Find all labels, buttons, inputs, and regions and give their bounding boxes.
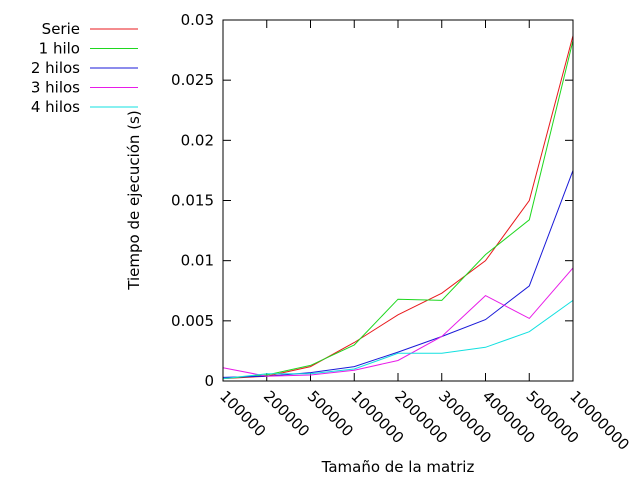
y-axis-label: Tiempo de ejecución (s) <box>125 110 143 290</box>
series-lines <box>222 35 574 380</box>
x-tick-label: 100000 <box>216 387 269 440</box>
x-tick-label: 500000 <box>304 387 357 440</box>
x-axis-label: Tamaño de la matriz <box>321 458 475 476</box>
series-line-2 <box>222 170 574 378</box>
y-tick-label: 0.03 <box>181 11 214 29</box>
legend-label: 2 hilos <box>31 59 80 77</box>
x-tick-label: 200000 <box>260 387 313 440</box>
y-axis-ticks: 0 0.005 0.01 0.015 0.02 0.025 0.03 <box>171 11 573 390</box>
series-line-3 <box>222 267 574 377</box>
y-tick-label: 0.025 <box>171 71 214 89</box>
series-line-1 <box>222 40 574 380</box>
y-tick-label: 0.02 <box>181 131 214 149</box>
legend-label: Serie <box>42 20 80 38</box>
x-tick-label: 10000000 <box>566 387 633 454</box>
y-tick-label: 0.015 <box>171 192 214 210</box>
y-tick-label: 0.005 <box>171 312 214 330</box>
series-line-0 <box>222 35 574 380</box>
legend-label: 3 hilos <box>31 79 80 97</box>
legend-label: 1 hilo <box>39 40 80 58</box>
plot-frame <box>222 19 574 382</box>
x-axis-ticks: 1000002000005000001000000200000030000004… <box>216 20 633 454</box>
y-tick-label: 0.01 <box>181 252 214 270</box>
series-line-4 <box>222 299 574 380</box>
y-tick-label: 0 <box>204 372 214 390</box>
legend-label: 4 hilos <box>31 98 80 116</box>
